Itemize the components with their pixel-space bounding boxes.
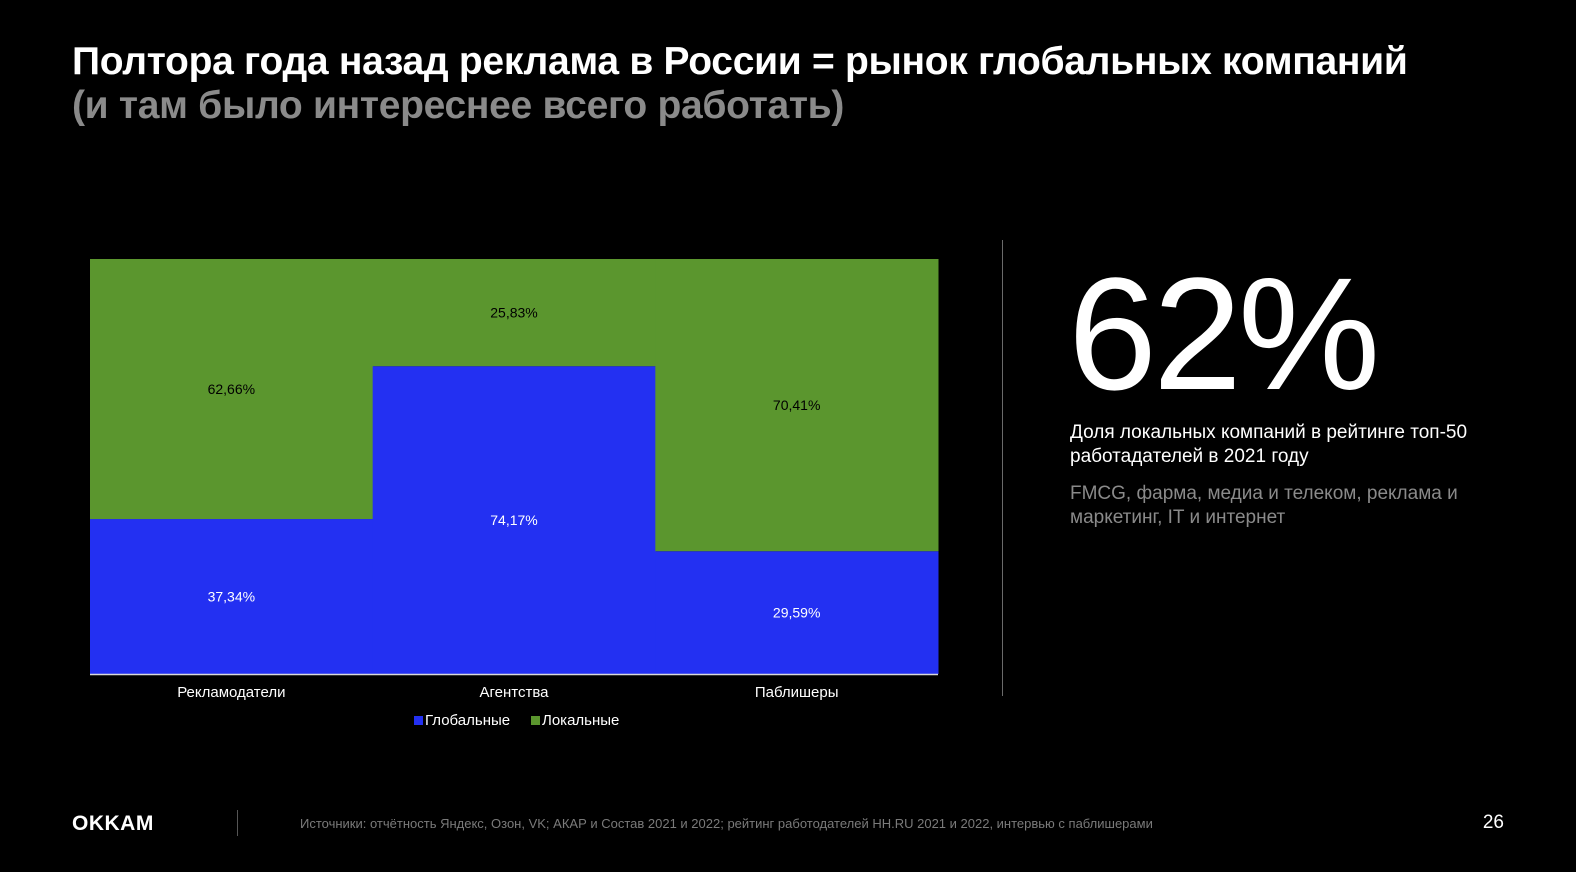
footer-divider <box>237 810 238 836</box>
bar-global-3 <box>655 551 939 674</box>
data-label-global-3: 29,59% <box>773 605 820 621</box>
x-tick-label-3: Паблишеры <box>755 684 839 701</box>
page-number: 26 <box>1482 812 1504 833</box>
slide-subtitle: (и там было интереснее всего работать) <box>72 84 845 127</box>
slide-title-block: Полтора года назад реклама в России = ры… <box>72 40 1408 128</box>
x-tick-label-2: Агентства <box>480 684 550 701</box>
bar-local-1 <box>90 259 374 520</box>
data-label-local-1: 62,66% <box>208 381 255 397</box>
data-label-local-2: 25,83% <box>490 305 537 321</box>
legend-label-local: Локальные <box>542 712 619 729</box>
bar-local-3 <box>655 259 939 552</box>
data-label-global-2: 74,17% <box>490 512 537 528</box>
slide-title: Полтора года назад реклама в России = ры… <box>72 40 1408 83</box>
vertical-divider <box>1002 240 1003 696</box>
legend-swatch-global <box>414 716 423 725</box>
bar-global-2 <box>372 366 656 674</box>
legend-label-global: Глобальные <box>425 712 510 729</box>
data-label-global-1: 37,34% <box>208 589 255 605</box>
stat-description: Доля локальных компаний в рейтинге топ-5… <box>1070 422 1468 467</box>
okkam-logo: OKKAM <box>72 812 154 835</box>
bar-local-2 <box>372 259 656 367</box>
x-tick-label-1: Рекламодатели <box>177 684 285 701</box>
legend-swatch-local <box>531 716 540 725</box>
big-stat-value: 62% <box>1068 244 1380 423</box>
sources-note: Источники: отчётность Яндекс, Озон, VK; … <box>300 816 1153 831</box>
data-label-local-3: 70,41% <box>773 397 820 413</box>
stacked-bar-chart: 37,34% 62,66% Рекламодатели 74,17% 25,83% Аге… <box>90 259 939 729</box>
bar-global-1 <box>90 519 374 674</box>
stat-note: FMCG, фарма, медиа и телеком, реклама и … <box>1070 483 1458 528</box>
